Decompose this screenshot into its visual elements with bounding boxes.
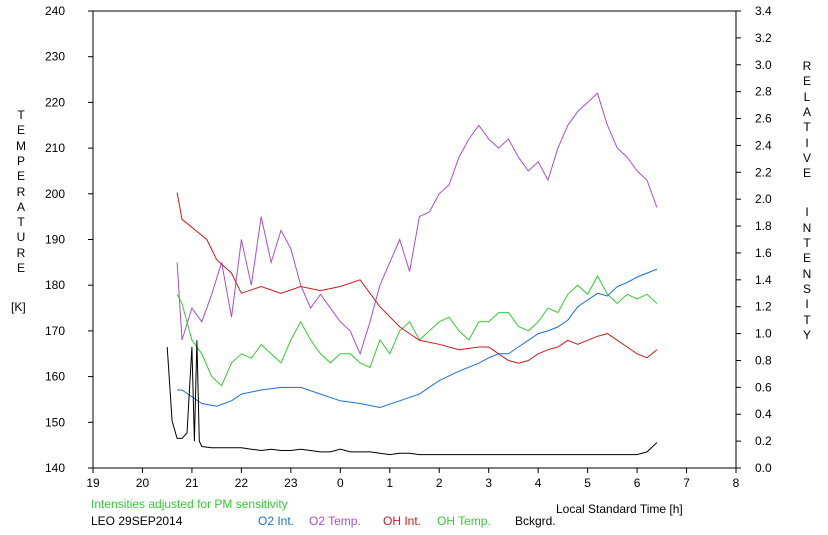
axis-title-letter: E <box>802 74 811 89</box>
axis-title-letter: R <box>802 59 812 73</box>
y-left-tick-label: 200 <box>45 187 65 201</box>
y-left-tick-label: 220 <box>45 95 65 109</box>
axis-title-letter: P <box>16 153 25 168</box>
y-left-tick-label: 210 <box>45 141 65 155</box>
axis-title-letter: R <box>16 245 26 260</box>
y-right-tick-label: 1.0 <box>755 327 772 341</box>
x-tick-label: 20 <box>136 476 150 490</box>
y-left-tick-label: 150 <box>45 415 65 429</box>
y-right-tick-label: 2.6 <box>755 112 772 126</box>
axis-title-letter: U <box>16 230 26 245</box>
y-left-tick-label: 190 <box>45 233 65 247</box>
x-tick-label: 19 <box>86 476 100 490</box>
x-tick-label: 21 <box>185 476 199 490</box>
series-line-bckgrd <box>166 340 658 456</box>
y-right-tick-label: 1.6 <box>755 246 772 260</box>
axes-layer: 19 20 21 22 23 0 1 2 3 4 5 6 7 8140150160170180190200… <box>45 4 772 490</box>
y-left-tick-label: 160 <box>45 370 65 384</box>
y-right-tick-label: 1.8 <box>755 219 772 233</box>
series-line-o2-int <box>177 268 658 409</box>
sensitivity-note: Intensities adjusted for PM sensitivity <box>91 497 288 511</box>
axis-title-letter: T <box>17 215 25 230</box>
series-line-oh-int <box>176 192 658 364</box>
y-right-tick-label: 1.4 <box>755 273 772 287</box>
y-left-tick-label: 240 <box>45 4 65 18</box>
y-right-tick-label: 0.8 <box>755 353 772 367</box>
axis-title-letter: R <box>16 184 26 199</box>
x-tick-label: 5 <box>584 476 591 490</box>
y-left-tick-label: 170 <box>45 324 65 338</box>
axis-title-letter: T <box>803 236 811 250</box>
x-tick-label: 1 <box>386 476 393 490</box>
y-right-tick-label: 3.2 <box>755 31 772 45</box>
x-tick-label: 8 <box>733 476 740 490</box>
x-axis-title: Local Standard Time [h] <box>556 502 683 516</box>
legend-item: OH Temp. <box>437 514 491 528</box>
station-date: LEO 29SEP2014 <box>91 514 183 528</box>
axis-title-letter: T <box>803 312 811 327</box>
series-line-oh-temp <box>176 275 658 387</box>
axis-title-letter: M <box>16 138 26 153</box>
axis-title-letter: Y <box>802 327 811 342</box>
axis-title-letter: I <box>805 135 809 150</box>
axis-title-letter: I <box>805 297 809 312</box>
y-right-tick-label: 0.0 <box>755 461 772 475</box>
x-tick-label: 22 <box>235 476 249 490</box>
axis-title-letter: E <box>802 166 811 181</box>
y-right-tick-label: 3.0 <box>755 58 772 72</box>
axis-title-letter: A <box>802 104 811 119</box>
x-tick-label: 3 <box>485 476 492 490</box>
axis-title-letter: N <box>802 266 812 281</box>
series-layer <box>166 92 658 456</box>
y-right-tick-label: 0.2 <box>755 434 772 448</box>
y-right-tick-label: 0.4 <box>755 407 772 421</box>
x-tick-label: 4 <box>535 476 542 490</box>
plot-area <box>92 10 737 469</box>
axis-title-letter: E <box>16 169 25 184</box>
axis-title-letter: T <box>803 120 811 135</box>
axis-title-letter: N <box>802 220 812 235</box>
legend-item: O2 Int. <box>258 514 295 528</box>
y-right-tick-label: 2.8 <box>755 85 772 99</box>
y-right-tick-label: 2.2 <box>755 165 772 179</box>
y-left-tick-label: 230 <box>45 50 65 64</box>
y-left-tick-label: 180 <box>45 278 65 292</box>
series-line-o2-temp <box>176 92 658 356</box>
y-right-tick-label: 0.6 <box>755 380 772 394</box>
legend-item: O2 Temp. <box>309 514 361 528</box>
axis-title-letter: I <box>805 205 809 220</box>
axis-title-letter: E <box>802 251 811 266</box>
y-right-tick-label: 1.2 <box>755 300 772 314</box>
legend-item: Bckgrd. <box>515 514 556 528</box>
y-right-tick-label: 3.4 <box>755 4 772 18</box>
axis-title-letter: V <box>802 150 811 165</box>
axis-title-letter: T <box>17 108 25 122</box>
axis-title-letter: E <box>16 123 25 138</box>
y-left-tick-label: 140 <box>45 461 65 475</box>
axis-title-letter: A <box>16 199 25 214</box>
axis-title-letter: S <box>802 281 811 296</box>
y-right-tick-label: 2.4 <box>755 138 772 152</box>
axis-title-letter: L <box>803 89 811 104</box>
y-right-tick-label: 2.0 <box>755 192 772 206</box>
x-tick-label: 6 <box>634 476 641 490</box>
x-tick-label: 23 <box>284 476 298 490</box>
x-tick-label: 0 <box>337 476 344 490</box>
axis-title-letter: E <box>16 261 25 275</box>
x-tick-label: 7 <box>683 476 690 490</box>
left-axis-unit: [K] <box>11 300 26 314</box>
legend-item: OH Int. <box>383 514 422 528</box>
x-tick-label: 2 <box>436 476 443 490</box>
